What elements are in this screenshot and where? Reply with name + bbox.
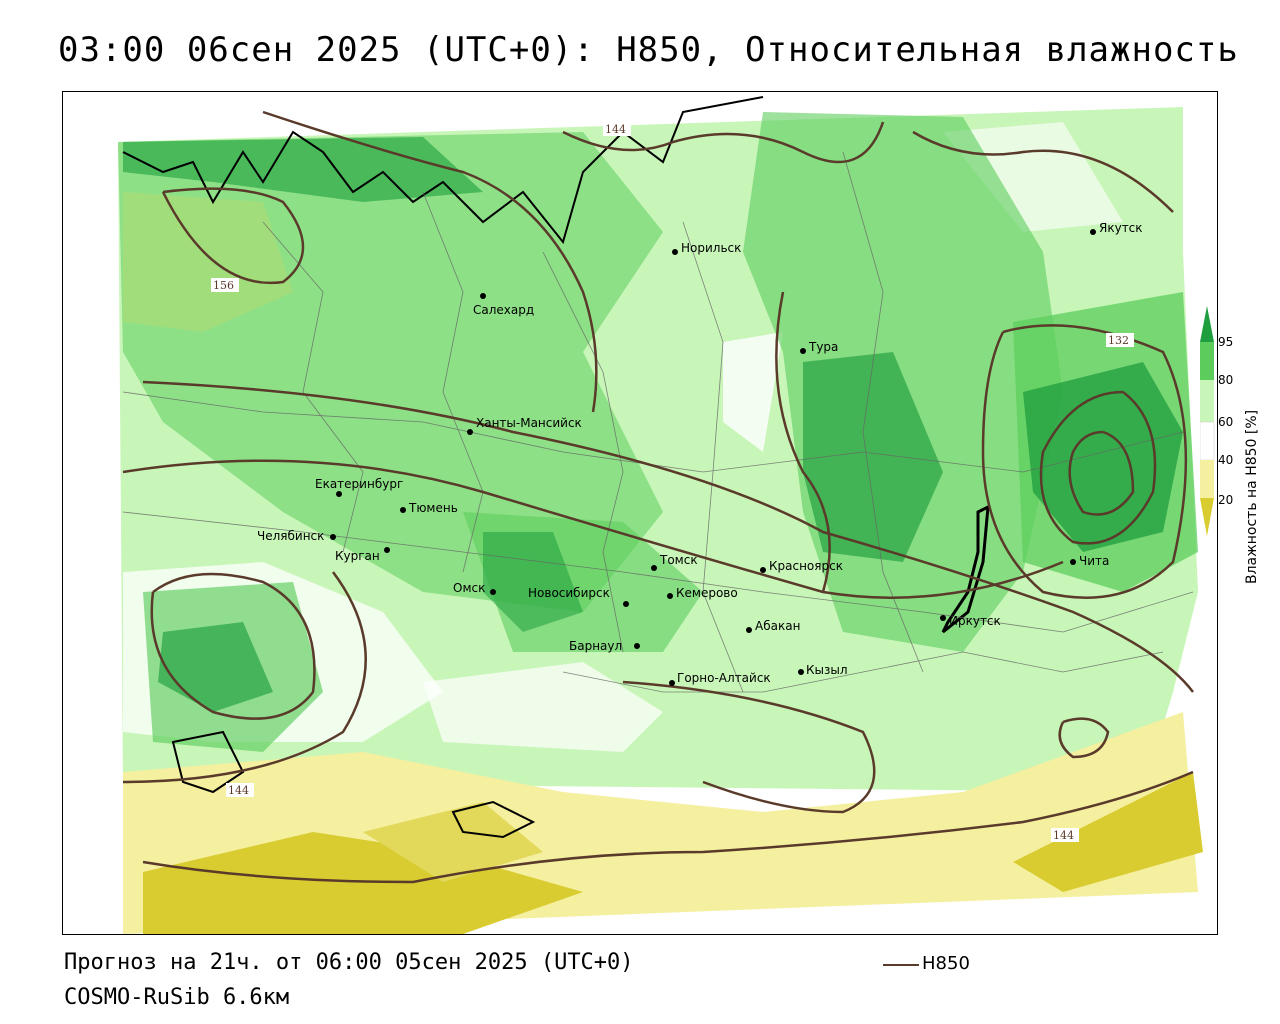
colorbar-tick: 80 — [1218, 373, 1233, 387]
humidity-gap-2 — [723, 332, 783, 452]
colorbar: 95 80 60 40 20 Влажность на H850 [%] — [1199, 300, 1260, 600]
city-label: Якутск — [1099, 221, 1143, 235]
city-label: Кызыл — [806, 663, 848, 677]
humidity-field-mid-1 — [118, 132, 663, 612]
contour-label: 144 — [605, 123, 626, 136]
forecast-info: Прогноз на 21ч. от 06:00 05сен 2025 (UTC… — [64, 950, 634, 975]
contour-label-group: 144 156 132 144 144 — [211, 122, 1134, 842]
city-label: Иркутск — [949, 614, 1001, 628]
map-canvas: 144 156 132 144 144 Якутск Норильск Сале… — [62, 91, 1218, 935]
colorbar-band — [1200, 460, 1214, 498]
contour-label: 144 — [228, 784, 249, 797]
city-label: Новосибирск — [528, 586, 610, 600]
map-title: 03:00 06сен 2025 (UTC+0): H850, Относите… — [58, 30, 1239, 70]
h850-legend-label: H850 — [922, 953, 970, 974]
h850-contours — [122, 110, 1194, 884]
city-label: Челябинск — [257, 529, 324, 543]
city-label: Норильск — [681, 241, 741, 255]
city-label: Салехард — [473, 303, 534, 317]
city-label: Ханты-Мансийск — [476, 416, 582, 430]
dry-zone-south-dark — [143, 832, 583, 934]
city-label: Красноярск — [769, 559, 843, 573]
humidity-field-dark-3 — [158, 622, 273, 712]
city-label: Курган — [335, 549, 380, 563]
humidity-field-dark-5 — [483, 532, 583, 632]
city-label: Абакан — [755, 619, 800, 633]
city-label: Тура — [808, 340, 838, 354]
colorbar-band — [1200, 380, 1214, 422]
baikal-outline — [941, 504, 990, 634]
city-label: Тюмень — [408, 501, 458, 515]
city-label: Барнаул — [569, 639, 622, 653]
city-label: Чита — [1079, 554, 1109, 568]
coastline-balkhash — [451, 800, 536, 839]
model-name: COSMO-RuSib 6.6км — [64, 985, 290, 1010]
colorbar-bottom-arrow — [1200, 498, 1214, 536]
colorbar-tick: 40 — [1218, 453, 1233, 467]
humidity-field-dark-2 — [803, 352, 943, 562]
region-borders — [122, 151, 1194, 693]
city-label: Екатеринбург — [315, 477, 403, 491]
dry-zone-center — [363, 802, 543, 882]
colorbar-title: Влажность на H850 [%] — [1244, 410, 1260, 584]
dry-zone-se-dark — [1013, 772, 1203, 892]
colorbar-band — [1199, 421, 1215, 461]
colorbar-band — [1200, 342, 1214, 380]
coastline — [122, 96, 764, 245]
contour-label: 132 — [1108, 334, 1129, 347]
colorbar-tick: 60 — [1218, 415, 1233, 429]
city-markers: Якутск Норильск Салехард Тура Ханты-Манс… — [257, 221, 1143, 686]
contour-label: 156 — [213, 279, 234, 292]
contour-label: 144 — [1053, 829, 1074, 842]
humidity-gap-4 — [423, 662, 663, 752]
humidity-gap-3 — [943, 122, 1123, 232]
city-label: Томск — [659, 553, 698, 567]
coastline-caspian — [171, 730, 245, 794]
h850-legend-line — [883, 964, 919, 966]
city-label: Горно-Алтайск — [677, 671, 771, 685]
humidity-field-dark-1 — [1023, 362, 1183, 552]
colorbar-tick: 20 — [1218, 493, 1233, 507]
city-label: Кемерово — [676, 586, 738, 600]
colorbar-tick: 95 — [1218, 335, 1233, 349]
colorbar-top-arrow — [1200, 306, 1214, 342]
city-label: Омск — [453, 581, 485, 595]
